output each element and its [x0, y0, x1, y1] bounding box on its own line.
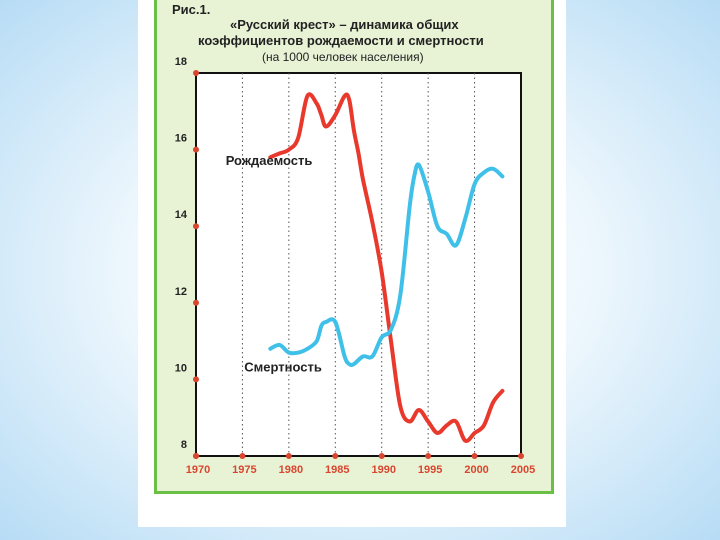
y-tick-dot: [193, 146, 199, 153]
x-tick-label: 2005: [511, 464, 535, 476]
x-tick-label: 1985: [325, 464, 349, 476]
x-tick-dot: [518, 453, 524, 459]
death-rate-annotation: Смертность: [244, 360, 322, 375]
y-tick-label: 12: [175, 286, 187, 298]
x-tick-label: 1995: [418, 464, 442, 476]
y-tick-label: 8: [181, 439, 187, 451]
figure-label: Рис.1.: [172, 2, 211, 17]
x-tick-dot: [425, 453, 432, 459]
y-tick-dot: [193, 299, 199, 306]
y-tick-label: 18: [175, 56, 187, 68]
y-tick-label: 16: [175, 133, 187, 145]
x-tick-label: 2000: [464, 464, 488, 476]
y-tick-dot: [193, 223, 199, 230]
x-tick-label: 1970: [186, 464, 210, 476]
chart-title-line2: коэффициентов рождаемости и смертности: [198, 33, 484, 48]
x-tick-label: 1975: [232, 464, 256, 476]
x-tick-dot: [239, 453, 246, 459]
plot-area: [195, 72, 522, 457]
chart-title-line1: «Русский крест» – динамика общих: [230, 17, 459, 32]
y-tick-dot: [193, 70, 199, 76]
y-tick-dot: [193, 376, 199, 383]
x-tick-label: 1990: [371, 464, 395, 476]
y-tick-label: 10: [175, 362, 187, 374]
death-rate-line: [268, 162, 505, 368]
y-tick-label: 14: [175, 209, 188, 221]
x-tick-dot: [378, 453, 385, 459]
x-tick-label: 1980: [279, 464, 303, 476]
chart-subtitle: (на 1000 человек населения): [262, 50, 424, 64]
x-tick-dot: [332, 453, 339, 459]
x-tick-dot: [471, 453, 478, 459]
y-tick-dot: [193, 453, 199, 459]
birth-rate-annotation: Рождаемость: [226, 153, 313, 168]
birth-rate-line: [268, 92, 505, 443]
x-tick-dot: [285, 453, 292, 459]
